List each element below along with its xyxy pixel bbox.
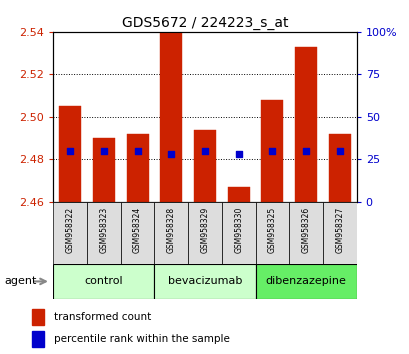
Bar — [53, 202, 87, 264]
Bar — [255, 202, 289, 264]
Point — [168, 152, 174, 157]
Bar — [93, 138, 115, 202]
Bar — [221, 202, 255, 264]
Point — [201, 148, 208, 154]
Text: transformed count: transformed count — [54, 312, 151, 322]
Text: GSM958329: GSM958329 — [200, 206, 209, 253]
Text: dibenzazepine: dibenzazepine — [265, 276, 346, 286]
Bar — [289, 202, 322, 264]
Text: GSM958323: GSM958323 — [99, 206, 108, 253]
Bar — [193, 130, 216, 202]
Text: bevacizumab: bevacizumab — [167, 276, 242, 286]
Point — [67, 148, 73, 154]
Bar — [322, 202, 356, 264]
Point — [268, 148, 275, 154]
Bar — [160, 32, 182, 202]
Bar — [294, 47, 316, 202]
Bar — [154, 202, 188, 264]
Text: GSM958330: GSM958330 — [234, 206, 243, 253]
Text: agent: agent — [4, 276, 36, 286]
Bar — [261, 100, 283, 202]
Bar — [227, 187, 249, 202]
Bar — [87, 202, 120, 264]
Text: GSM958325: GSM958325 — [267, 206, 276, 253]
Text: control: control — [84, 276, 123, 286]
Bar — [31, 331, 45, 347]
Text: GSM958324: GSM958324 — [133, 206, 142, 253]
Text: GSM958328: GSM958328 — [166, 207, 175, 253]
Bar — [53, 264, 154, 299]
Bar — [188, 202, 221, 264]
Bar — [255, 264, 356, 299]
Point — [235, 152, 241, 157]
Text: percentile rank within the sample: percentile rank within the sample — [54, 335, 229, 344]
Bar — [126, 134, 148, 202]
Text: GSM958327: GSM958327 — [335, 206, 344, 253]
Bar — [31, 309, 45, 325]
Text: GSM958326: GSM958326 — [301, 206, 310, 253]
Bar — [328, 134, 350, 202]
Bar — [154, 264, 255, 299]
Text: GDS5672 / 224223_s_at: GDS5672 / 224223_s_at — [121, 16, 288, 30]
Text: GSM958322: GSM958322 — [65, 207, 74, 253]
Point — [302, 148, 309, 154]
Point — [100, 148, 107, 154]
Point — [336, 148, 342, 154]
Bar — [59, 106, 81, 202]
Bar — [120, 202, 154, 264]
Point — [134, 148, 141, 154]
